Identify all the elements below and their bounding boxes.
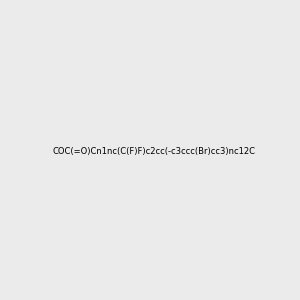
Text: COC(=O)Cn1nc(C(F)F)c2cc(-c3ccc(Br)cc3)nc12C: COC(=O)Cn1nc(C(F)F)c2cc(-c3ccc(Br)cc3)nc… <box>52 147 255 156</box>
